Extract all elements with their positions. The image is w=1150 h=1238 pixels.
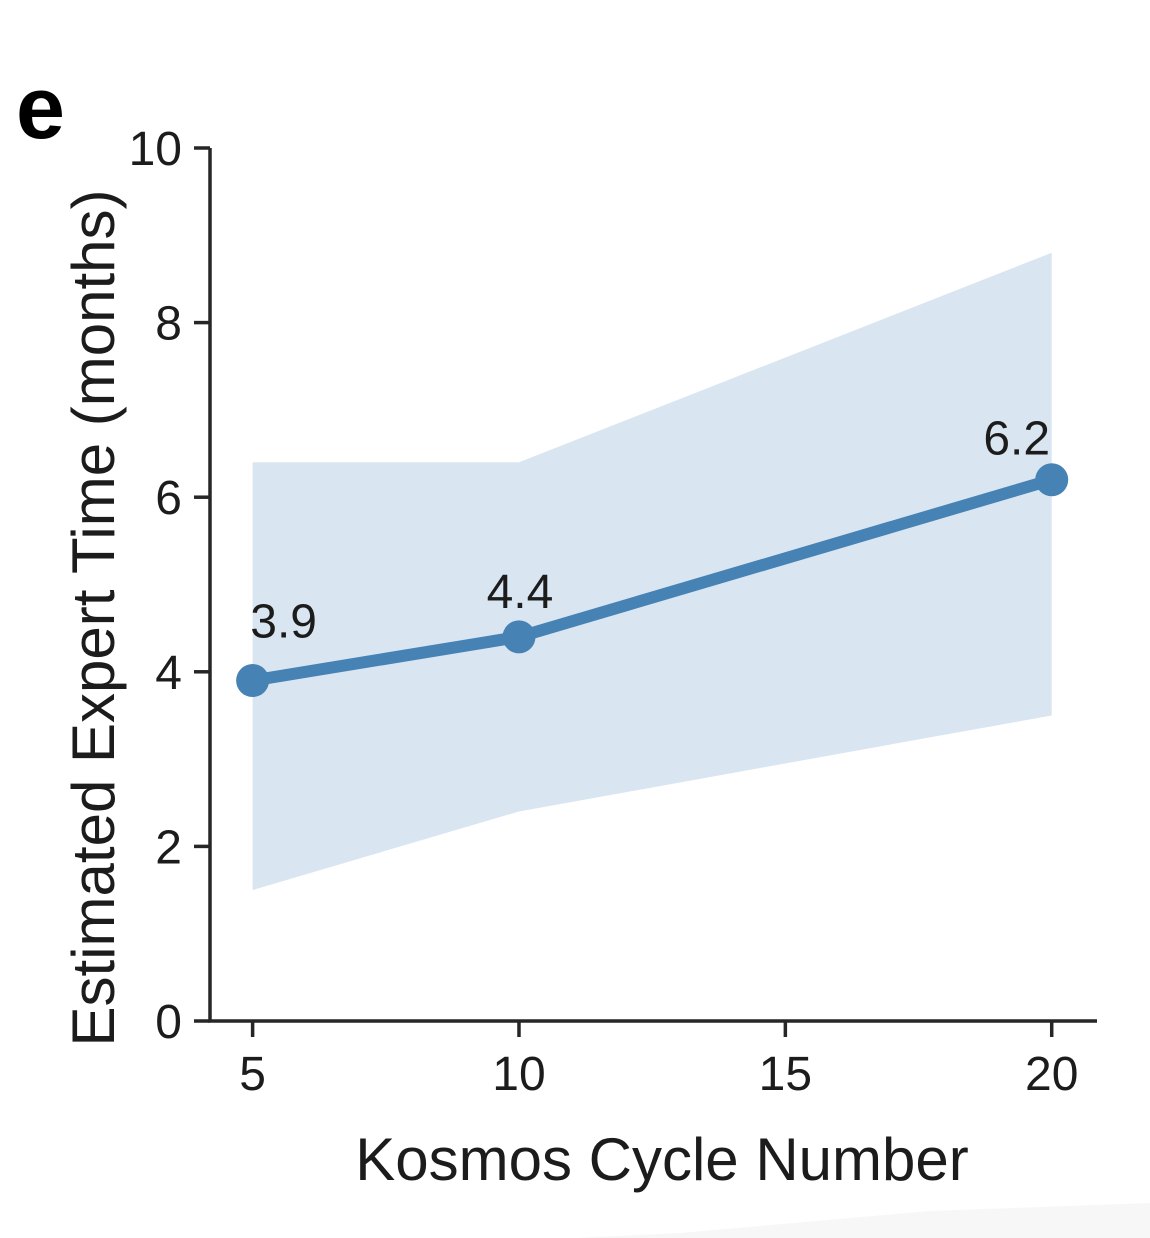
y-tick-label: 0 <box>155 996 182 1049</box>
point-value-label: 3.9 <box>250 596 317 649</box>
confidence-band <box>252 252 1052 891</box>
y-tick-label: 8 <box>155 298 182 351</box>
y-tick-label: 2 <box>155 821 182 874</box>
data-point <box>1035 463 1069 497</box>
band-layer <box>252 252 1052 891</box>
line-layer <box>236 463 1069 698</box>
y-axis-label: Estimated Expert Time (months) <box>60 190 127 1047</box>
y-tick-label: 6 <box>155 472 182 525</box>
x-axis-label: Kosmos Cycle Number <box>355 1126 969 1193</box>
axes-layer: 5 10 15 20 0 2 4 6 8 10 <box>129 123 1097 1101</box>
data-point <box>502 620 536 654</box>
y-tick-label: 10 <box>129 123 182 176</box>
x-tick-label: 10 <box>492 1048 545 1101</box>
point-value-label: 4.4 <box>487 566 554 619</box>
x-tick-label: 5 <box>239 1048 266 1101</box>
point-value-label: 6.2 <box>983 413 1050 466</box>
panel-label: e <box>16 58 65 157</box>
annotation-layer: 3.9 4.4 6.2 <box>250 413 1050 649</box>
x-tick-label: 20 <box>1025 1048 1078 1101</box>
x-tick-label: 15 <box>759 1048 812 1101</box>
page-edge-artifact <box>575 1203 1150 1238</box>
y-tick-label: 4 <box>155 647 182 700</box>
data-point <box>236 664 270 698</box>
